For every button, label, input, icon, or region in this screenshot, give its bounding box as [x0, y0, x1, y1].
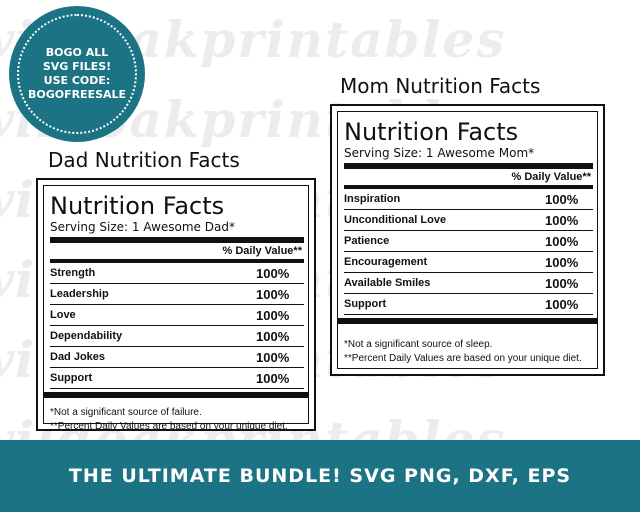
mom-row: Unconditional Love 100% [344, 210, 593, 231]
dad-row-label: Support [50, 372, 93, 384]
mom-row: Available Smiles 100% [344, 273, 593, 294]
dad-row: Support 100% [50, 368, 304, 389]
badge-line: USE CODE: [43, 74, 111, 87]
mom-row-label: Patience [344, 235, 390, 247]
mom-row-label: Support [344, 298, 387, 310]
dad-nf-title: Nutrition Facts [50, 192, 225, 220]
mom-row-label: Encouragement [344, 256, 428, 268]
dad-heading: Dad Nutrition Facts [48, 148, 240, 172]
badge-dotted-ring [17, 14, 137, 134]
mom-row: Inspiration 100% [344, 189, 593, 210]
mom-serving: Serving Size: 1 Awesome Mom* [344, 146, 535, 160]
dad-bottom-rule [44, 392, 308, 398]
dad-row: Strength 100% [50, 263, 304, 284]
dad-row-label: Dad Jokes [50, 351, 106, 363]
dad-row-value: 100% [256, 265, 290, 281]
dad-row-value: 100% [256, 349, 290, 365]
mom-row-value: 100% [545, 296, 579, 312]
mom-label: Nutrition Facts Serving Size: 1 Awesome … [337, 111, 598, 369]
mom-bottom-rule [338, 318, 597, 324]
mom-nf-title: Nutrition Facts [344, 118, 519, 146]
dad-dv-header: % Daily Value** [50, 243, 304, 263]
dad-row-value: 100% [256, 307, 290, 323]
dad-row-value: 100% [256, 328, 290, 344]
mom-row-value: 100% [545, 191, 579, 207]
badge-line: SVG FILES! [42, 60, 112, 73]
dad-panel: Nutrition Facts Serving Size: 1 Awesome … [36, 178, 316, 432]
mom-panel: Nutrition Facts Serving Size: 1 Awesome … [330, 104, 605, 376]
dad-row-value: 100% [256, 286, 290, 302]
dad-row-label: Strength [50, 267, 96, 279]
promo-badge: BOGO ALL SVG FILES! USE CODE: BOGOFREESA… [9, 6, 145, 142]
mom-footnote: **Percent Daily Values are based on your… [344, 353, 582, 364]
mom-thick-rule [344, 163, 593, 169]
dad-row-value: 100% [256, 370, 290, 386]
dad-footnote: **Percent Daily Values are based on your… [50, 421, 288, 432]
mom-row-value: 100% [545, 212, 579, 228]
dad-row-label: Dependability [50, 330, 123, 342]
dad-footnote: *Not a significant source of failure. [50, 407, 202, 418]
bundle-banner: THE ULTIMATE BUNDLE! SVG PNG, DXF, EPS [0, 440, 640, 512]
mom-row: Encouragement 100% [344, 252, 593, 273]
dad-row: Dependability 100% [50, 326, 304, 347]
mom-footnotes: *Not a significant source of sleep. **Pe… [344, 338, 593, 366]
mom-footnote: *Not a significant source of sleep. [344, 339, 493, 350]
dad-thick-rule [50, 237, 304, 243]
mom-row: Support 100% [344, 294, 593, 315]
mom-row-value: 100% [545, 275, 579, 291]
mom-row-label: Unconditional Love [344, 214, 447, 226]
dad-row-label: Leadership [50, 288, 109, 300]
dad-row: Leadership 100% [50, 284, 304, 305]
mom-dv-header: % Daily Value** [344, 169, 593, 189]
badge-line: BOGO ALL [45, 46, 109, 59]
mom-row-value: 100% [545, 233, 579, 249]
badge-line: BOGOFREESALE [27, 88, 127, 101]
mom-row-label: Available Smiles [344, 277, 431, 289]
banner-text: THE ULTIMATE BUNDLE! SVG PNG, DXF, EPS [68, 465, 572, 487]
mom-row: Patience 100% [344, 231, 593, 252]
dad-serving: Serving Size: 1 Awesome Dad* [50, 220, 235, 234]
mom-row-label: Inspiration [344, 193, 401, 205]
dad-row: Dad Jokes 100% [50, 347, 304, 368]
mom-row-value: 100% [545, 254, 579, 270]
mom-heading: Mom Nutrition Facts [340, 74, 541, 98]
dad-row: Love 100% [50, 305, 304, 326]
dad-footnotes: *Not a significant source of failure. **… [50, 406, 304, 434]
badge-text: BOGO ALL SVG FILES! USE CODE: BOGOFREESA… [27, 46, 127, 102]
dad-label: Nutrition Facts Serving Size: 1 Awesome … [43, 185, 309, 432]
dad-row-label: Love [50, 309, 76, 321]
